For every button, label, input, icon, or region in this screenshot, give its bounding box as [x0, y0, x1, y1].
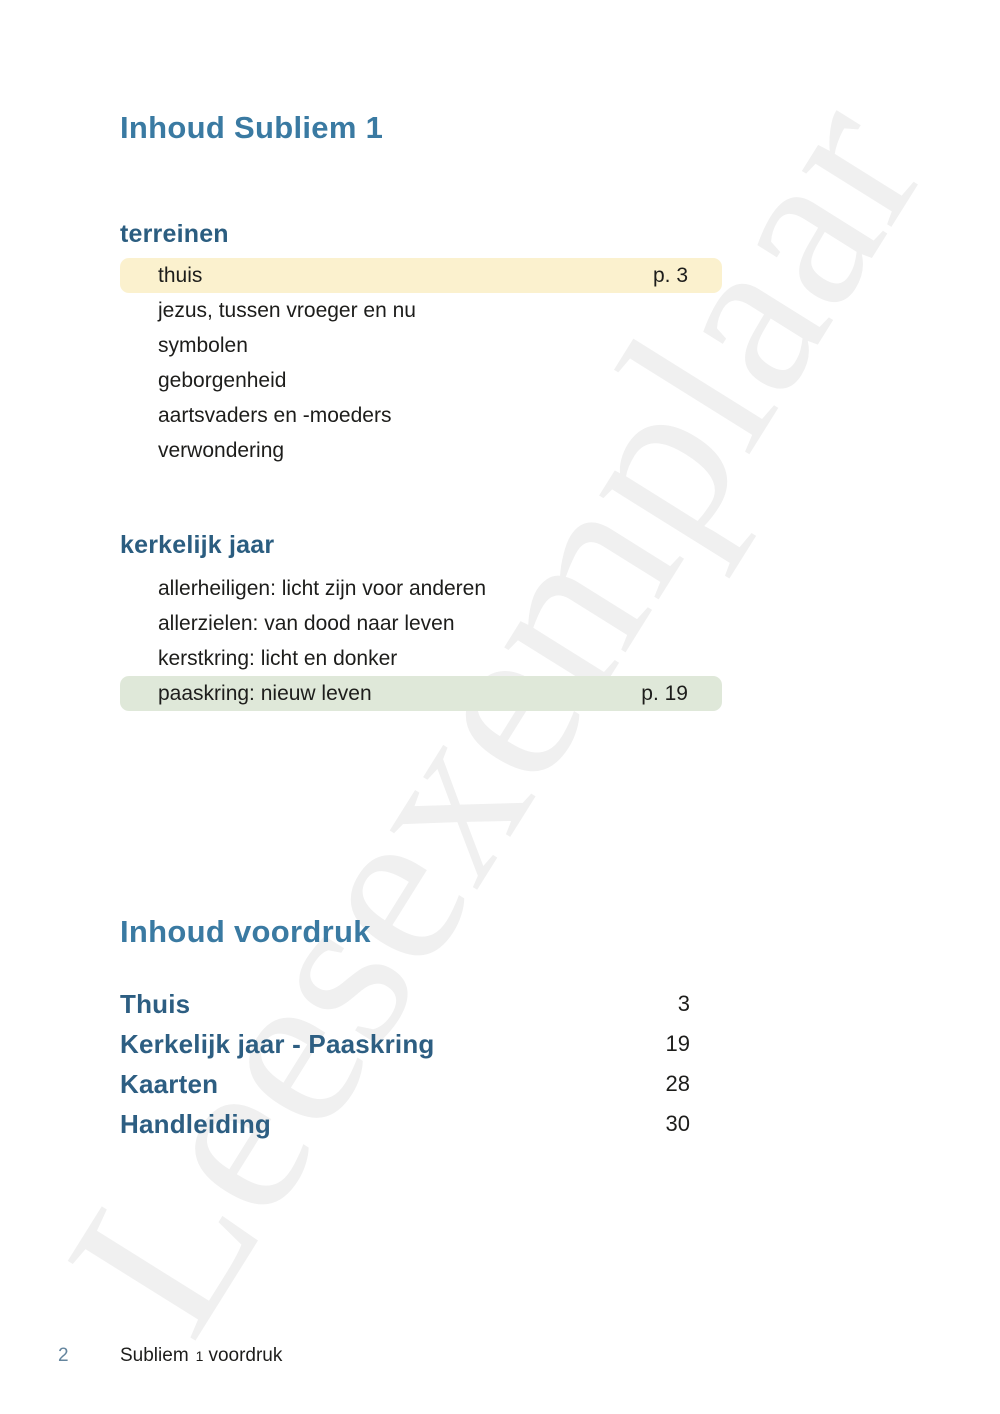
toc-row: aartsvaders en -moeders — [120, 398, 722, 433]
toc-item-page: p. 19 — [641, 681, 688, 705]
toc-item-page: p. 3 — [652, 263, 688, 287]
toc-item-label: allerheiligen: licht zijn voor anderen — [158, 576, 487, 600]
toc-row: verwondering — [120, 433, 722, 468]
toc-item-label: thuis — [158, 263, 203, 287]
toc-item-label: symbolen — [158, 333, 248, 357]
voordruk-entry-page: 3 — [677, 991, 690, 1016]
voordruk-title: Inhoud voordruk — [120, 914, 371, 949]
toc-row: jezus, tussen vroeger en nu — [120, 293, 722, 328]
voordruk-entry-page: 19 — [665, 1031, 690, 1056]
toc-item-label: geborgenheid — [158, 368, 287, 392]
toc-list-terreinen: thuis p. 3 jezus, tussen vroeger en nu s… — [120, 258, 722, 468]
footer-running-title: Subliem 1 voordruk — [120, 1345, 282, 1367]
page-title: Inhoud Subliem 1 — [120, 110, 384, 145]
voordruk-entry-page: 28 — [665, 1071, 690, 1096]
voordruk-row: Thuis 3 — [120, 984, 722, 1024]
voordruk-entry-label: Thuis — [120, 988, 191, 1019]
footer-page-number: 2 — [58, 1345, 69, 1366]
toc-row: kerstkring: licht en donker — [120, 641, 722, 676]
toc-row: geborgenheid — [120, 363, 722, 398]
voordruk-list: Thuis 3 Kerkelijk jaar - Paaskring 19 Ka… — [120, 984, 722, 1144]
footer-suffix: voordruk — [208, 1345, 283, 1366]
voordruk-entry-page: 30 — [665, 1111, 690, 1136]
section-heading-terreinen: terreinen — [120, 220, 229, 248]
voordruk-entry-label: Kerkelijk jaar - Paaskring — [120, 1028, 435, 1059]
toc-row: symbolen — [120, 328, 722, 363]
voordruk-row: Kaarten 28 — [120, 1064, 722, 1104]
toc-item-label: jezus, tussen vroeger en nu — [158, 298, 416, 322]
voordruk-row: Handleiding 30 — [120, 1104, 722, 1144]
toc-row-highlighted: paaskring: nieuw leven p. 19 — [120, 676, 722, 711]
toc-list-kerkelijk-jaar: allerheiligen: licht zijn voor anderen a… — [120, 571, 722, 711]
toc-row: allerheiligen: licht zijn voor anderen — [120, 571, 722, 606]
toc-item-label: verwondering — [158, 438, 285, 462]
toc-row-highlighted: thuis p. 3 — [120, 258, 722, 293]
toc-item-label: kerstkring: licht en donker — [158, 646, 398, 670]
toc-item-label: aartsvaders en -moeders — [158, 403, 392, 427]
footer-book-title: Subliem — [120, 1345, 189, 1366]
toc-row: allerzielen: van dood naar leven — [120, 606, 722, 641]
footer-volume-number: 1 — [195, 1348, 204, 1364]
toc-item-label: paaskring: nieuw leven — [158, 681, 372, 705]
voordruk-entry-label: Handleiding — [120, 1108, 271, 1139]
toc-item-label: allerzielen: van dood naar leven — [158, 611, 455, 635]
voordruk-row: Kerkelijk jaar - Paaskring 19 — [120, 1024, 722, 1064]
voordruk-entry-label: Kaarten — [120, 1068, 219, 1099]
section-heading-kerkelijk-jaar: kerkelijk jaar — [120, 531, 275, 559]
